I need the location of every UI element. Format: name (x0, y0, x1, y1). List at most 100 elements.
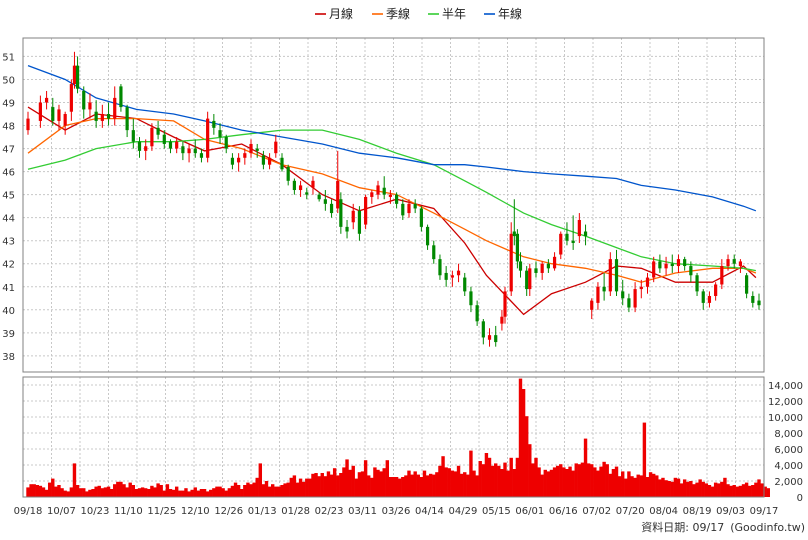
x-tick-label: 05/15 (482, 506, 511, 517)
volume-bar (593, 467, 597, 497)
candlestick (237, 153, 241, 172)
candle-body (298, 185, 303, 191)
candlestick (305, 187, 309, 200)
candlestick (26, 111, 30, 135)
volume-bar (459, 473, 464, 497)
candle-body (382, 187, 386, 195)
volume-bar (317, 476, 321, 497)
volume-bar (246, 482, 250, 497)
candle-body (72, 65, 77, 85)
volume-bar (720, 481, 724, 497)
candle-body (255, 148, 259, 151)
candle-body (571, 240, 575, 244)
volume-bar (543, 469, 547, 497)
price-frame (22, 37, 765, 373)
volume-bar (682, 479, 687, 497)
candlestick (720, 259, 724, 290)
volume-bar (531, 463, 535, 497)
x-tick-label: 06/01 (515, 506, 544, 517)
volume-bar (122, 484, 126, 497)
candlestick (658, 254, 662, 273)
candle-body (181, 146, 185, 154)
volume-bar (196, 490, 201, 497)
candle-body (509, 233, 513, 292)
volume-bar (621, 471, 625, 497)
candle-body (525, 270, 529, 290)
volume-bar (233, 482, 238, 497)
candlestick (131, 118, 135, 149)
candle-body (751, 295, 755, 303)
volume-bar (475, 475, 479, 497)
volume-bar (559, 464, 563, 497)
volume-bar (661, 477, 665, 497)
candle-body (119, 86, 123, 108)
candlestick (515, 229, 519, 269)
candlestick (199, 148, 204, 163)
volume-bar (407, 470, 411, 497)
candlestick (357, 206, 362, 241)
candlestick (38, 95, 42, 128)
candlestick (388, 190, 393, 204)
candle-body (323, 199, 327, 204)
candle-body (450, 275, 454, 278)
x-tick-label: 03/26 (382, 506, 411, 517)
volume-bar (116, 481, 120, 497)
candlestick (339, 192, 343, 234)
volume-bar (215, 486, 219, 497)
volume-bar (174, 486, 179, 497)
candlestick (175, 137, 179, 154)
candle-body (552, 256, 557, 269)
candle-body (683, 259, 687, 267)
candlestick (181, 141, 185, 161)
candlestick (714, 282, 718, 301)
candle-body (639, 286, 643, 290)
candlestick (627, 293, 631, 313)
volume-bar (447, 468, 451, 497)
candlestick (351, 203, 355, 230)
volume-bar (490, 465, 495, 497)
candlestick (401, 199, 405, 220)
candlestick (156, 120, 160, 140)
candlestick (193, 139, 197, 158)
volume-bar (410, 474, 414, 497)
volume-bar (382, 468, 386, 497)
volume-bar (264, 481, 269, 497)
volume-bar (367, 475, 371, 497)
candle-body (738, 261, 743, 267)
candle-body (608, 259, 612, 292)
volume-bar (357, 472, 362, 497)
candlestick (456, 263, 461, 283)
volume-bar (397, 478, 402, 497)
price-grid (23, 38, 764, 372)
volume-bar (394, 477, 399, 497)
candle-body (175, 141, 179, 149)
candlestick (494, 325, 498, 347)
volume-bar (326, 471, 331, 497)
volume-bar (655, 475, 659, 497)
candle-body (38, 102, 42, 121)
candlestick (552, 252, 557, 271)
volume-bar (85, 491, 89, 497)
candle-body (481, 321, 485, 338)
volume-bar (673, 477, 678, 497)
candle-body (317, 194, 321, 200)
candle-body (652, 261, 656, 278)
candle-body (137, 141, 142, 151)
candlestick (487, 328, 492, 347)
volume-bar (738, 485, 743, 497)
candlestick (268, 153, 272, 170)
x-tick-label: 08/04 (649, 506, 678, 517)
volume-bar (376, 469, 380, 497)
candlestick (224, 134, 228, 154)
candle-body (230, 157, 235, 165)
volume-bar (599, 466, 603, 497)
candlestick (602, 272, 606, 301)
candle-body (329, 203, 334, 214)
volume-bar (336, 475, 340, 497)
volume-bar (370, 477, 374, 497)
candle-body (469, 291, 473, 306)
price-tick-label: 42 (2, 260, 15, 271)
volume-bar (602, 461, 606, 497)
candlestick (345, 219, 349, 239)
volume-bar (689, 481, 693, 497)
